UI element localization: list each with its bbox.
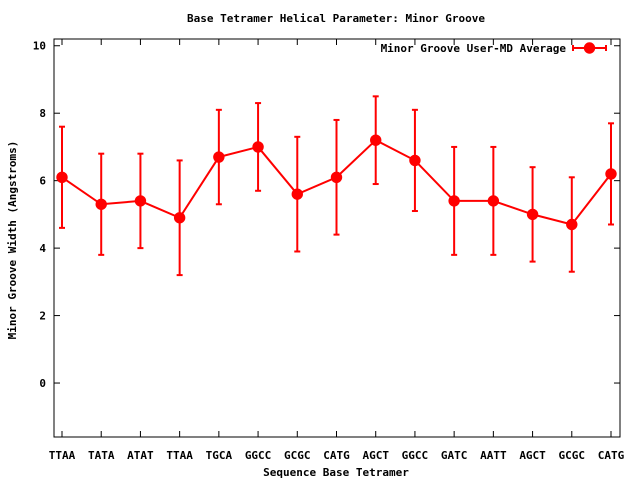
data-point-9 xyxy=(409,154,421,167)
x-tick-label-0: TTAA xyxy=(49,449,76,462)
data-point-11 xyxy=(487,195,500,207)
x-tick-label-9: GGCC xyxy=(402,449,429,462)
x-tick-label-14: CATG xyxy=(598,449,625,462)
y-axis-label: Minor Groove Width (Angstroms) xyxy=(6,141,19,340)
x-tick-label-6: GCGC xyxy=(284,449,311,462)
data-point-5 xyxy=(252,141,264,153)
x-tick-label-8: AGCT xyxy=(362,449,389,462)
legend: Minor Groove User-MD Average xyxy=(381,42,607,55)
y-tick-label-3: 6 xyxy=(39,175,46,188)
data-point-13 xyxy=(566,218,578,231)
x-tick-label-1: TATA xyxy=(88,449,115,462)
plot-frame xyxy=(53,38,621,438)
data-point-1 xyxy=(95,198,107,210)
data-point-6 xyxy=(291,188,303,200)
y-tick-label-5: 10 xyxy=(33,40,46,53)
y-ticks: 0 2 4 6 8 10 xyxy=(33,40,620,390)
x-tick-label-7: CATG xyxy=(323,449,350,462)
x-tick-label-13: GCGC xyxy=(559,449,586,462)
chart-title: Base Tetramer Helical Parameter: Minor G… xyxy=(187,12,485,25)
y-tick-label-2: 4 xyxy=(39,242,46,255)
data-point-14 xyxy=(605,168,617,180)
data-point-10 xyxy=(448,195,460,207)
x-tick-label-10: GATC xyxy=(441,449,468,462)
y-tick-label-1: 2 xyxy=(39,310,46,323)
data-point-2 xyxy=(134,195,147,207)
x-tick-label-11: AATT xyxy=(480,449,507,462)
legend-marker xyxy=(583,42,596,54)
data-point-4 xyxy=(213,151,225,163)
data-point-7 xyxy=(330,171,343,183)
x-ticks: TTAA TATA ATAT TTAA TGCA GGCC GCGC CATG AGCT GGCC… xyxy=(49,39,625,462)
data-point-3 xyxy=(173,212,186,224)
legend-label: Minor Groove User-MD Average xyxy=(381,42,567,55)
data-point-8 xyxy=(370,134,382,146)
x-tick-label-4: TGCA xyxy=(206,449,233,462)
y-tick-label-0: 0 xyxy=(39,377,46,390)
series-layer xyxy=(56,95,617,277)
data-point-0 xyxy=(56,171,68,183)
x-axis-label: Sequence Base Tetramer xyxy=(263,466,409,479)
x-tick-label-2: ATAT xyxy=(127,449,154,462)
x-tick-label-12: AGCT xyxy=(519,449,546,462)
x-tick-label-5: GGCC xyxy=(245,449,272,462)
x-tick-label-3: TTAA xyxy=(166,449,193,462)
data-point-12 xyxy=(526,208,539,221)
y-tick-label-4: 8 xyxy=(39,107,46,120)
